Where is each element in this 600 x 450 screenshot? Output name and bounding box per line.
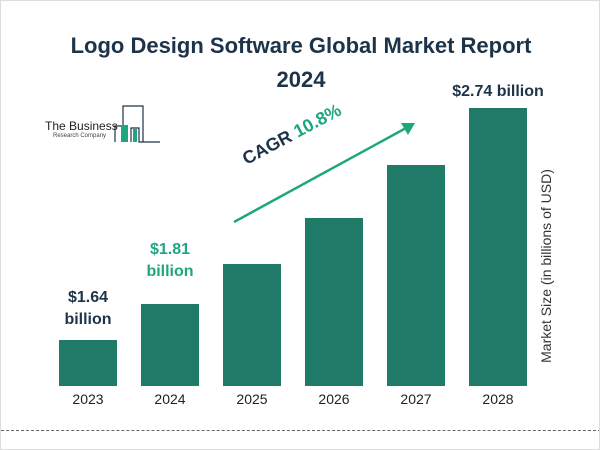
x-tick-2025: 2025 bbox=[236, 391, 268, 407]
bar-2024 bbox=[141, 303, 199, 386]
bar-2025 bbox=[223, 263, 281, 386]
chart-title-line2: 2024 bbox=[276, 67, 326, 92]
data-label-2023: $1.64 billion bbox=[64, 289, 112, 328]
x-tick-2024: 2024 bbox=[154, 391, 186, 407]
bar-2027 bbox=[387, 164, 445, 386]
x-tick-2027: 2027 bbox=[400, 391, 432, 407]
data-label-2024: $1.81 billion bbox=[146, 241, 194, 280]
bar-2023 bbox=[59, 339, 117, 386]
x-tick-2026: 2026 bbox=[318, 391, 350, 407]
logo-buildings-icon bbox=[114, 105, 160, 143]
logo-name: The Business bbox=[45, 119, 118, 133]
dashed-divider bbox=[1, 430, 599, 431]
data-label-2028: $2.74 billion bbox=[452, 83, 544, 100]
logo-subtitle: Research Company bbox=[53, 133, 107, 139]
x-tick-2023: 2023 bbox=[72, 391, 104, 407]
x-tick-2028: 2028 bbox=[482, 391, 514, 407]
bar-2028 bbox=[469, 108, 527, 386]
bar-2026 bbox=[305, 217, 363, 386]
y-axis-label: Market Size (in billions of USD) bbox=[538, 169, 554, 363]
chart-title-line1: Logo Design Software Global Market Repor… bbox=[70, 33, 532, 58]
logo: The Business Research Company bbox=[45, 104, 165, 144]
